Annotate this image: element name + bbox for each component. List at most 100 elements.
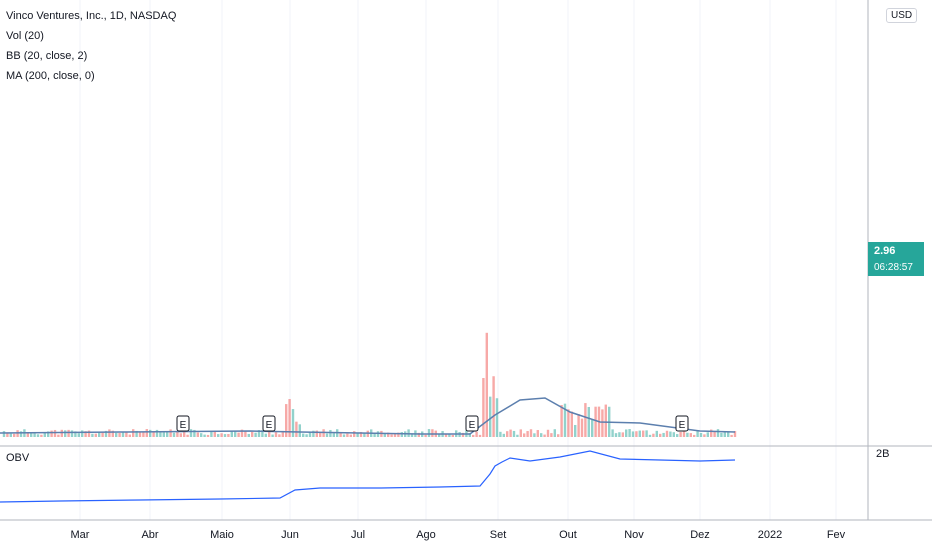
volume-bar: [57, 434, 60, 437]
volume-bar: [733, 431, 737, 437]
volume-bar: [563, 403, 567, 437]
volume-bar: [36, 434, 40, 437]
volume-bar: [512, 430, 516, 437]
volume-bar: [81, 430, 84, 437]
time-tick-label: Mar: [71, 529, 90, 541]
volume-bar: [302, 433, 305, 437]
volume-bar: [706, 432, 709, 437]
volume-bar: [533, 433, 536, 437]
volume-bar: [60, 429, 63, 437]
time-tick-label: Dez: [690, 529, 710, 541]
volume-bar: [104, 430, 108, 437]
volume-bar: [376, 431, 380, 437]
indicator-ma[interactable]: MA (200, close, 0): [6, 70, 95, 82]
volume-bar: [155, 429, 159, 437]
volume-bar: [529, 429, 533, 437]
volume-bar: [587, 406, 590, 437]
volume-bar: [427, 429, 431, 437]
volume-bar: [716, 429, 720, 437]
volume-bar: [509, 429, 512, 437]
volume-bar: [438, 433, 441, 437]
volume-bar: [30, 432, 33, 437]
volume-bar: [87, 430, 91, 437]
volume-bar: [138, 432, 142, 437]
volume-bar: [478, 434, 482, 437]
volume-bar: [159, 431, 162, 437]
volume-bar: [543, 434, 546, 437]
volume-bar: [189, 429, 193, 437]
volume-bar: [312, 430, 315, 437]
volume-bar: [540, 433, 543, 437]
volume-bar: [516, 434, 519, 437]
volume-bar: [448, 433, 451, 437]
earnings-marker-label: E: [679, 420, 686, 431]
volume-bar: [730, 434, 733, 437]
volume-bar: [152, 431, 155, 437]
volume-bar: [223, 434, 227, 437]
volume-bar: [642, 430, 645, 437]
volume-bar: [451, 434, 454, 437]
volume-bar: [686, 432, 689, 437]
volume-bar: [431, 429, 434, 437]
volume-bar: [482, 378, 485, 437]
volume-bar: [363, 433, 366, 437]
volume-bar: [285, 404, 288, 437]
volume-bar: [244, 431, 247, 437]
volume-bar: [274, 432, 278, 437]
indicator-bb[interactable]: BB (20, close, 2): [6, 50, 88, 62]
time-tick-label: Set: [490, 529, 507, 541]
earnings-marker: [675, 415, 689, 432]
volume-bar: [308, 431, 312, 437]
volume-bar: [70, 430, 74, 437]
grid: [79, 0, 837, 520]
indicator-lines: [0, 450, 736, 503]
volume-bar: [689, 433, 692, 437]
volume-bar: [410, 433, 414, 437]
volume-bar: [77, 433, 80, 437]
volume-bar: [665, 430, 669, 437]
earnings-marker-label: E: [469, 420, 476, 431]
volume-bar: [268, 430, 271, 437]
volume-bar: [278, 434, 281, 437]
volume-bar: [652, 433, 655, 437]
volume-bar: [172, 432, 176, 437]
volume-bar: [84, 431, 87, 437]
volume-bar: [359, 431, 363, 437]
time-tick-label: Jul: [351, 529, 365, 541]
volume-bar: [125, 431, 128, 437]
volume-bar: [400, 432, 403, 437]
volume-bar: [727, 431, 730, 437]
volume-bar: [492, 376, 495, 437]
volume-bar: [601, 409, 604, 437]
volume-bar: [132, 429, 135, 437]
volume-bar: [33, 433, 36, 437]
volume-bar: [169, 429, 172, 437]
volume-bar: [196, 432, 199, 437]
volume-bar: [247, 433, 250, 437]
volume-bar: [186, 434, 189, 437]
volume-bar: [145, 429, 148, 437]
volume-bar: [444, 433, 448, 437]
volume-bar: [669, 431, 672, 437]
time-tick-label: Out: [559, 529, 577, 541]
volume-bar: [43, 432, 46, 437]
currency-button[interactable]: USD: [886, 8, 918, 23]
volume-bar: [659, 433, 662, 437]
volume-bar: [261, 430, 264, 437]
volume-bar: [213, 430, 216, 437]
volume-bar: [383, 433, 386, 437]
symbol-title: Vinco Ventures, Inc., 1D, NASDAQ: [6, 10, 177, 22]
volume-bar: [342, 434, 346, 437]
indicator-vol[interactable]: Vol (20): [6, 30, 44, 42]
volume-bar: [9, 433, 12, 437]
volume-bar: [625, 429, 628, 437]
obv-label[interactable]: OBV: [6, 452, 30, 464]
volume-bar: [118, 432, 121, 437]
volume-bar: [655, 430, 658, 437]
volume-bar: [339, 433, 342, 437]
volume-bar: [6, 433, 9, 437]
volume-bar: [325, 433, 329, 437]
volume-bar: [291, 409, 295, 437]
